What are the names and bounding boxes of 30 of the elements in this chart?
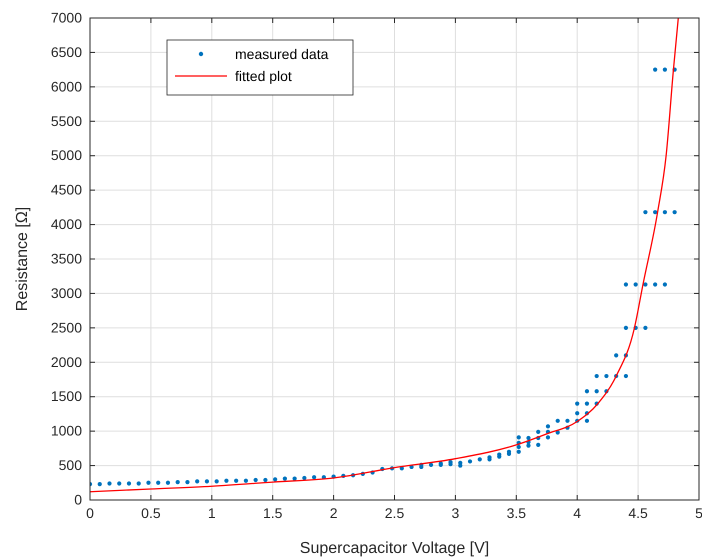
x-tick-label: 0.5 [141, 504, 161, 521]
x-tick-label: 3.5 [506, 504, 526, 521]
y-tick-label: 500 [58, 457, 82, 474]
y-tick-label: 5500 [50, 112, 82, 129]
legend-label: measured data [235, 46, 329, 62]
y-tick-label: 5000 [50, 147, 82, 164]
y-tick-label: 4500 [50, 182, 82, 198]
x-tick-label: 1 [208, 504, 216, 521]
x-tick-label: 1.5 [262, 504, 283, 521]
y-tick-label: 0 [74, 491, 82, 508]
legend-label: fitted plot [235, 68, 292, 84]
y-tick-label: 1500 [50, 388, 82, 404]
x-tick-label: 2.5 [384, 504, 404, 521]
x-axis-title: Supercapacitor Voltage [V] [300, 540, 490, 557]
y-tick-label: 4000 [50, 216, 82, 232]
y-tick-label: 2000 [50, 354, 82, 370]
y-tick-label: 1000 [50, 422, 82, 439]
y-axis-title: Resistance [Ω] [14, 206, 31, 312]
y-tick-label: 3500 [50, 250, 82, 266]
y-tick-label: 3000 [50, 284, 82, 301]
x-tick-label: 4 [573, 504, 582, 521]
x-tick-label: 5 [695, 504, 702, 521]
x-tick-label: 3 [452, 504, 460, 521]
y-tick-label: 2500 [50, 319, 82, 336]
y-tick-label: 7000 [50, 9, 82, 26]
x-tick-label: 2 [330, 504, 338, 521]
x-tick-label: 4.5 [628, 504, 648, 521]
x-tick-label: 0 [86, 504, 94, 521]
y-tick-label: 6500 [50, 44, 82, 60]
y-tick-label: 6000 [50, 78, 82, 94]
